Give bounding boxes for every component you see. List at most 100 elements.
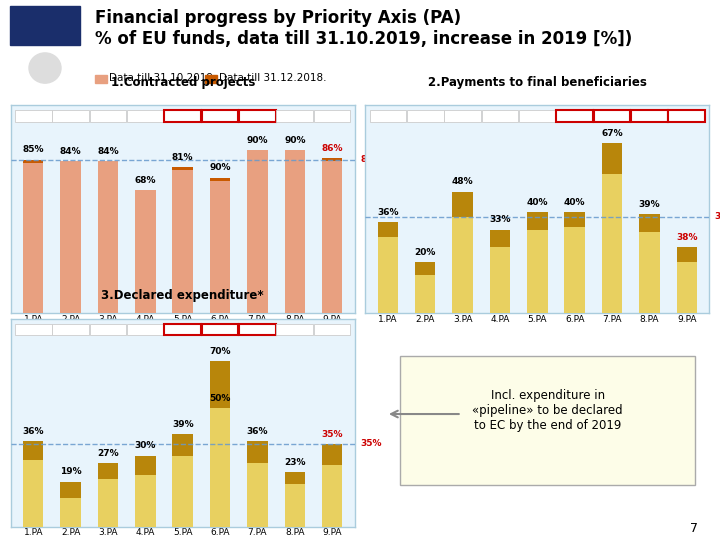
Bar [164, 324, 201, 335]
Text: 36%: 36% [377, 208, 399, 217]
Bar [482, 111, 518, 122]
Bar [677, 247, 697, 313]
Bar [247, 151, 268, 313]
Bar [90, 324, 126, 335]
Bar [60, 482, 81, 526]
Text: Incl. expenditure in
«pipeline» to be declared
to EC by the end of 2019: Incl. expenditure in «pipeline» to be de… [472, 389, 623, 431]
Bar [210, 181, 230, 313]
Bar [127, 111, 163, 122]
Bar [602, 143, 622, 313]
Bar [415, 275, 436, 313]
Bar [239, 111, 276, 122]
Text: 30%: 30% [135, 441, 156, 450]
Text: 70%: 70% [210, 347, 231, 356]
Bar [369, 111, 406, 122]
Bar [314, 324, 351, 335]
Bar [668, 111, 705, 122]
Text: Data till 31.12.2018.: Data till 31.12.2018. [219, 73, 326, 84]
Bar [95, 75, 107, 83]
Text: 36%: 36% [247, 427, 268, 436]
Bar [135, 456, 156, 526]
Bar [377, 222, 398, 313]
Bar [247, 151, 268, 313]
Bar [202, 111, 238, 122]
Bar [53, 111, 89, 122]
Bar [172, 167, 193, 313]
Text: 27%: 27% [97, 449, 119, 457]
Text: 48%: 48% [451, 177, 473, 186]
Bar [322, 465, 343, 526]
Bar [639, 214, 660, 313]
Text: 39%: 39% [172, 420, 194, 429]
Text: 20%: 20% [415, 248, 436, 257]
Bar [98, 161, 118, 313]
Bar [377, 237, 398, 313]
Text: 40%: 40% [564, 198, 585, 207]
Bar [15, 111, 52, 122]
Text: 90%: 90% [284, 136, 305, 145]
Text: Data till 31.10.2019.: Data till 31.10.2019. [109, 73, 217, 84]
Bar [172, 434, 193, 526]
Text: 81%: 81% [172, 153, 194, 161]
Bar [60, 161, 81, 313]
Title: 1.Contracted projects: 1.Contracted projects [110, 76, 255, 89]
Bar [407, 111, 444, 122]
Bar [90, 111, 126, 122]
Bar [23, 163, 43, 313]
Text: 38%: 38% [715, 212, 720, 221]
Bar [284, 151, 305, 313]
Bar [639, 232, 660, 313]
Bar [23, 442, 43, 526]
Text: 23%: 23% [284, 458, 305, 467]
Title: 2.Payments to final beneficiaries: 2.Payments to final beneficiaries [428, 76, 647, 89]
Bar [10, 5, 80, 45]
Bar [98, 463, 118, 526]
Bar [15, 324, 52, 335]
Bar [677, 262, 697, 313]
Bar [490, 247, 510, 313]
Text: 39%: 39% [639, 200, 660, 209]
Bar [276, 111, 313, 122]
Bar [631, 111, 667, 122]
Text: 35%: 35% [321, 430, 343, 438]
Text: 84%: 84% [97, 147, 119, 156]
Bar [602, 174, 622, 313]
Bar [527, 212, 548, 313]
Bar [127, 324, 163, 335]
Bar [247, 463, 268, 526]
Bar [98, 480, 118, 526]
Bar [400, 356, 696, 485]
Bar [23, 460, 43, 526]
Bar [172, 171, 193, 313]
Bar [60, 498, 81, 526]
Bar [210, 361, 230, 526]
Text: 36%: 36% [22, 427, 44, 436]
Text: 85%: 85% [360, 155, 382, 164]
Bar [205, 75, 217, 83]
Bar [415, 262, 436, 313]
Bar [164, 111, 201, 122]
Text: 68%: 68% [135, 176, 156, 185]
Bar [202, 324, 238, 335]
Bar [564, 227, 585, 313]
Text: 40%: 40% [526, 198, 548, 207]
Bar [210, 178, 230, 313]
Bar [284, 484, 305, 526]
Text: Financial progress by Priority Axis (PA): Financial progress by Priority Axis (PA) [95, 10, 461, 28]
Title: 3.Declared expenditure*: 3.Declared expenditure* [102, 289, 264, 302]
Bar [322, 161, 343, 313]
Bar [23, 159, 43, 313]
Bar [452, 192, 473, 313]
Text: 35%: 35% [360, 440, 382, 448]
Bar [490, 230, 510, 313]
Bar [247, 442, 268, 526]
Text: 7: 7 [690, 522, 698, 535]
Bar [239, 324, 276, 335]
Bar [135, 190, 156, 313]
Bar [557, 111, 593, 122]
Bar [284, 151, 305, 313]
Bar [314, 111, 351, 122]
Bar [322, 444, 343, 526]
Bar [172, 456, 193, 526]
Text: 38%: 38% [676, 233, 698, 242]
